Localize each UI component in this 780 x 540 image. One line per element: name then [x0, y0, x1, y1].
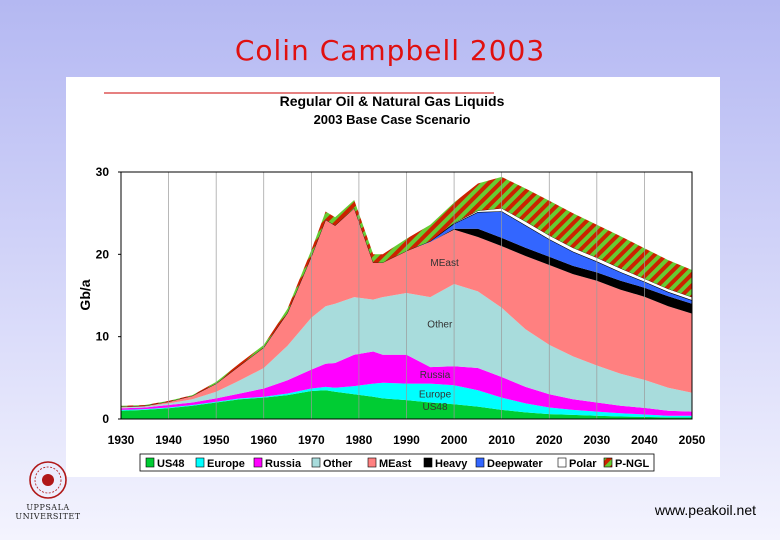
- oil-production-chart: Regular Oil & Natural Gas Liquids 2003 Ba…: [77, 92, 706, 472]
- legend-swatch-deepwater: [475, 457, 485, 468]
- annotation-russia: Russia: [420, 370, 451, 381]
- x-tick-label-2000: 2000: [441, 433, 468, 447]
- legend-swatch-europe: [195, 457, 205, 468]
- annotation-meast: MEast: [430, 258, 459, 269]
- legend-box: [139, 453, 655, 472]
- y-tick-label-0: 0: [102, 412, 109, 426]
- x-tick-label-2040: 2040: [631, 433, 658, 447]
- x-tick-label-1950: 1950: [203, 433, 230, 447]
- x-tick-label-2010: 2010: [488, 433, 515, 447]
- logo-line-2: UNIVERSITET: [15, 512, 81, 521]
- chart-subtitle: 2003 Base Case Scenario: [314, 112, 471, 127]
- annotation-other: Other: [427, 320, 453, 331]
- legend-label-p-ngl: P-NGL: [615, 458, 650, 470]
- legend-swatch-other: [311, 457, 321, 468]
- chart-title: Regular Oil & Natural Gas Liquids: [280, 93, 505, 109]
- x-tick-label-1960: 1960: [250, 433, 277, 447]
- annotation-us48: US48: [423, 402, 448, 413]
- source-url[interactable]: www.peakoil.net: [654, 502, 756, 518]
- y-tick-label-30: 30: [96, 165, 110, 179]
- plot-frame: [120, 171, 693, 420]
- legend-swatch-russia: [253, 457, 263, 468]
- x-tick-label-2030: 2030: [583, 433, 610, 447]
- legend-swatch-polar: [557, 457, 567, 468]
- x-tick-label-1990: 1990: [393, 433, 420, 447]
- x-tick-label-1970: 1970: [298, 433, 325, 447]
- chart-panel: Regular Oil & Natural Gas Liquids 2003 Ba…: [66, 77, 720, 477]
- legend-label-heavy: Heavy: [435, 458, 468, 470]
- slide-title: Colin Campbell 2003: [234, 34, 546, 67]
- x-tick-label-2020: 2020: [536, 433, 563, 447]
- legend-swatch-heavy: [423, 457, 433, 468]
- legend-label-russia: Russia: [265, 458, 302, 470]
- x-tick-label-1930: 1930: [108, 433, 135, 447]
- logo-line-1: UPPSALA: [26, 503, 70, 512]
- legend-label-deepwater: Deepwater: [487, 458, 543, 470]
- legend-label-meast: MEast: [379, 458, 412, 470]
- x-tick-label-1980: 1980: [346, 433, 373, 447]
- legend-label-us48: US48: [157, 458, 185, 470]
- legend-swatch-p-ngl: [603, 457, 613, 468]
- legend-label-polar: Polar: [569, 458, 597, 470]
- x-tick-label-2050: 2050: [679, 433, 706, 447]
- y-tick-label-10: 10: [96, 330, 110, 344]
- legend-label-europe: Europe: [207, 458, 245, 470]
- uppsala-logo: UPPSALA UNIVERSITET: [12, 460, 84, 521]
- x-tick-label-1940: 1940: [155, 433, 182, 447]
- y-axis-label: Gb/a: [77, 279, 93, 310]
- annotation-europe: Europe: [419, 390, 452, 401]
- legend-swatch-us48: [145, 457, 155, 468]
- y-tick-label-20: 20: [96, 247, 110, 261]
- legend-label-other: Other: [323, 458, 353, 470]
- university-seal-icon: [29, 461, 67, 499]
- legend-swatch-meast: [367, 457, 377, 468]
